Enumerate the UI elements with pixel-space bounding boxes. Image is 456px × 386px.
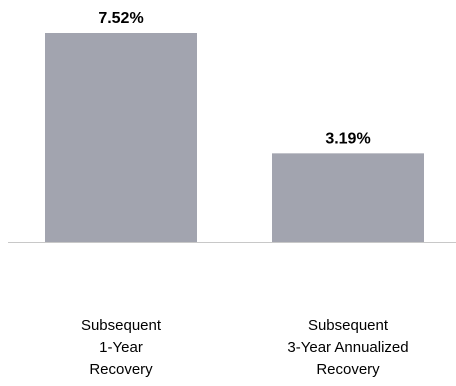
bar-1 [45, 33, 197, 242]
category-labels-group: Subsequent 1-Year Recovery Subsequent 3-Year… [81, 317, 409, 378]
category-label-1-line-1: Subsequent [81, 317, 162, 334]
value-label-1: 7.52% [98, 10, 143, 27]
category-label-2-line-2: 3-Year Annualized [287, 339, 408, 356]
category-label-2-line-1: Subsequent [308, 317, 389, 334]
bars-group [45, 33, 424, 242]
category-label-2-line-3: Recovery [316, 361, 380, 378]
value-labels-group: 7.52% 3.19% [98, 10, 370, 147]
bar-2 [272, 153, 424, 242]
category-label-1-line-2: 1-Year [99, 339, 143, 356]
value-label-2: 3.19% [325, 130, 370, 147]
category-label-1-line-3: Recovery [89, 361, 153, 378]
